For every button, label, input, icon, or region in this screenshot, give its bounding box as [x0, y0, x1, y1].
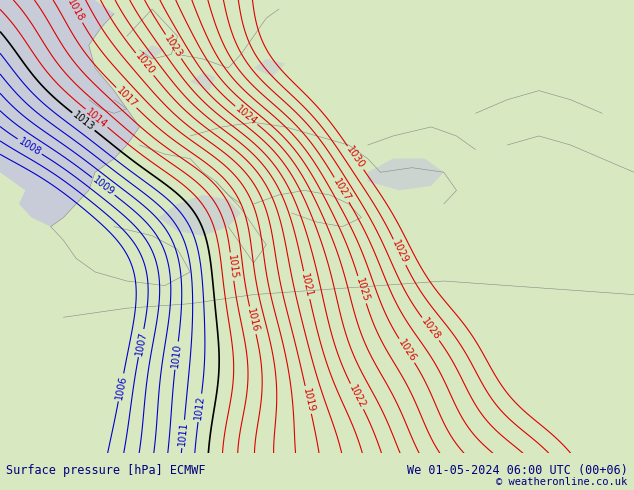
Text: 1010: 1010: [170, 343, 183, 368]
Text: 1017: 1017: [114, 85, 139, 110]
Text: 1024: 1024: [233, 103, 259, 127]
Text: 1016: 1016: [245, 307, 261, 333]
Text: 1029: 1029: [390, 239, 410, 266]
Text: 1018: 1018: [65, 0, 86, 24]
Text: 1027: 1027: [331, 176, 353, 203]
Text: 1020: 1020: [133, 51, 156, 77]
Text: 1015: 1015: [226, 254, 238, 279]
Polygon shape: [0, 0, 139, 226]
Text: 1007: 1007: [134, 330, 148, 356]
Text: 1022: 1022: [347, 383, 367, 410]
Text: 1028: 1028: [419, 316, 442, 342]
Text: 1013: 1013: [71, 110, 96, 133]
Polygon shape: [158, 195, 241, 236]
Polygon shape: [190, 73, 216, 91]
Polygon shape: [254, 59, 285, 77]
Text: We 01-05-2024 06:00 UTC (00+06): We 01-05-2024 06:00 UTC (00+06): [407, 464, 628, 477]
Polygon shape: [139, 46, 165, 59]
Text: 1025: 1025: [354, 276, 370, 303]
Text: 1011: 1011: [177, 421, 190, 446]
Text: 1019: 1019: [301, 387, 316, 413]
Text: 1026: 1026: [396, 338, 418, 364]
Text: © weatheronline.co.uk: © weatheronline.co.uk: [496, 477, 628, 487]
Text: 1030: 1030: [344, 145, 366, 171]
Text: Surface pressure [hPa] ECMWF: Surface pressure [hPa] ECMWF: [6, 464, 206, 477]
Text: 1023: 1023: [162, 33, 184, 60]
Text: 1012: 1012: [193, 395, 206, 420]
Polygon shape: [368, 159, 444, 191]
Text: 1014: 1014: [84, 106, 109, 130]
Text: 1006: 1006: [113, 374, 128, 400]
Text: 1021: 1021: [299, 272, 314, 298]
Text: 1009: 1009: [91, 175, 116, 198]
Text: 1008: 1008: [16, 136, 42, 157]
